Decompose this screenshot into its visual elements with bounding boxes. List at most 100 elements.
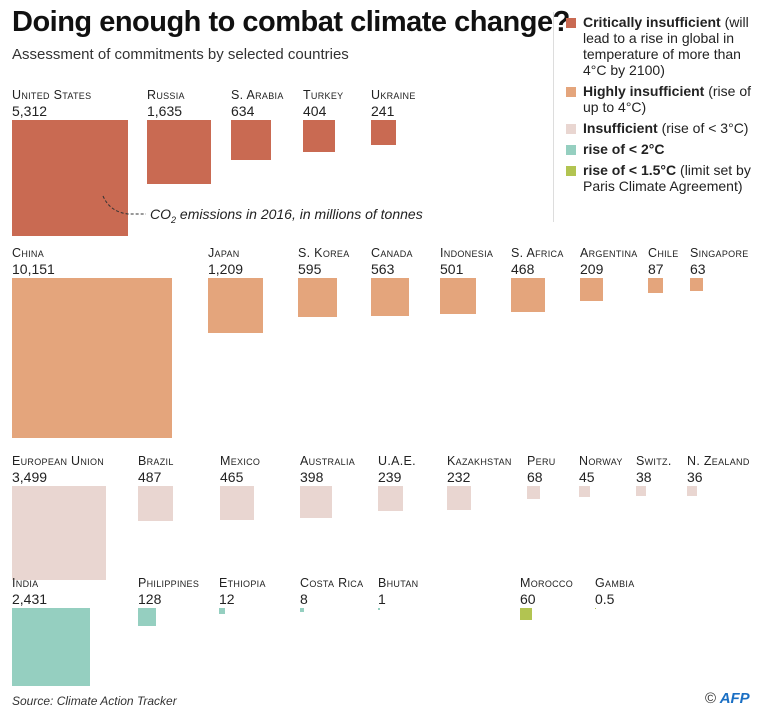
legend-item: Insufficient (rise of < 3°C) xyxy=(566,120,766,136)
country-label: Canada xyxy=(371,246,413,260)
emission-square xyxy=(378,608,380,610)
country-label: Brazil xyxy=(138,454,174,468)
country-value: 398 xyxy=(300,469,324,485)
country-label: Philippines xyxy=(138,576,200,590)
country-value: 10,151 xyxy=(12,261,55,277)
country-label: India xyxy=(12,576,39,590)
country-label: S. Africa xyxy=(511,246,564,260)
country-label: Norway xyxy=(579,454,623,468)
emission-square xyxy=(511,278,546,313)
emission-square xyxy=(208,278,264,334)
emission-square xyxy=(303,120,335,152)
country-value: 0.5 xyxy=(595,591,615,607)
country-label: S. Arabia xyxy=(231,88,284,102)
country-label: European Union xyxy=(12,454,105,468)
country-label: United States xyxy=(12,88,92,102)
country-value: 465 xyxy=(220,469,244,485)
country-value: 128 xyxy=(138,591,162,607)
country-value: 60 xyxy=(520,591,536,607)
country-label: Australia xyxy=(300,454,356,468)
country-value: 595 xyxy=(298,261,322,277)
emission-square xyxy=(371,278,409,316)
country-label: Kazakhstan xyxy=(447,454,512,468)
legend-item: rise of < 2°C xyxy=(566,141,766,157)
annotation-sub: 2 xyxy=(171,214,177,225)
legend-label: rise of < 1.5°C xyxy=(583,162,677,178)
country-value: 241 xyxy=(371,103,395,119)
country-value: 3,499 xyxy=(12,469,48,485)
legend-label: Critically insufficient xyxy=(583,14,721,30)
country-label: Costa Rica xyxy=(300,576,364,590)
country-label: China xyxy=(12,246,45,260)
source-note: Source: Climate Action Tracker xyxy=(12,694,177,708)
country-value: 563 xyxy=(371,261,395,277)
country-label: Bhutan xyxy=(378,576,419,590)
country-value: 239 xyxy=(378,469,402,485)
emission-square xyxy=(12,608,91,687)
legend-description: (rise of < 3°C) xyxy=(661,120,749,136)
country-value: 1 xyxy=(378,591,386,607)
country-value: 68 xyxy=(527,469,543,485)
annotation-note: CO2 emissions in 2016, in millions of to… xyxy=(150,206,423,225)
country-label: Indonesia xyxy=(440,246,494,260)
afp-logo-text: AFP xyxy=(719,690,750,707)
chart-subtitle: Assessment of commitments by selected co… xyxy=(12,46,349,63)
country-value: 209 xyxy=(580,261,604,277)
country-label: Turkey xyxy=(303,88,344,102)
emission-square xyxy=(138,608,156,626)
emission-square xyxy=(440,278,476,314)
emission-square xyxy=(690,278,703,291)
country-value: 5,312 xyxy=(12,103,48,119)
country-value: 404 xyxy=(303,103,327,119)
emission-square xyxy=(371,120,396,145)
legend: Critically insufficient (will lead to a … xyxy=(566,14,766,199)
country-value: 1,209 xyxy=(208,261,244,277)
emission-square xyxy=(219,608,225,614)
legend-label: Insufficient xyxy=(583,120,658,136)
emission-square xyxy=(527,486,541,500)
country-label: U.A.E. xyxy=(378,454,416,468)
country-value: 2,431 xyxy=(12,591,48,607)
country-label: Peru xyxy=(527,454,556,468)
emission-square xyxy=(580,278,603,301)
legend-item: rise of < 1.5°C (limit set by Paris Clim… xyxy=(566,162,766,194)
copyright-symbol: © xyxy=(705,690,717,707)
emission-square xyxy=(231,120,272,161)
emission-square xyxy=(579,486,590,497)
country-label: S. Korea xyxy=(298,246,350,260)
country-label: Argentina xyxy=(580,246,638,260)
annotation-prefix: CO xyxy=(150,206,171,222)
legend-description: (rise of up to 4°C) xyxy=(583,83,752,115)
annotation-leader-line xyxy=(102,195,146,215)
legend-item: Critically insufficient (will lead to a … xyxy=(566,14,766,78)
emission-square xyxy=(378,486,403,511)
country-label: Morocco xyxy=(520,576,574,590)
country-value: 1,635 xyxy=(147,103,183,119)
country-value: 232 xyxy=(447,469,471,485)
emission-square xyxy=(147,120,212,185)
emission-square xyxy=(300,608,305,613)
country-label: Chile xyxy=(648,246,679,260)
legend-divider xyxy=(553,12,554,222)
emission-square xyxy=(595,608,597,610)
country-label: Switz. xyxy=(636,454,672,468)
legend-swatch xyxy=(566,87,576,97)
emission-square xyxy=(12,486,107,581)
emission-square xyxy=(447,486,472,511)
emission-square xyxy=(520,608,533,621)
emission-square xyxy=(12,278,173,439)
country-label: Mexico xyxy=(220,454,261,468)
country-label: Singapore xyxy=(690,246,749,260)
country-label: Ukraine xyxy=(371,88,416,102)
emission-square xyxy=(298,278,337,317)
country-label: N. Zealand xyxy=(687,454,750,468)
legend-item: Highly insufficient (rise of up to 4°C) xyxy=(566,83,766,115)
emission-square xyxy=(687,486,697,496)
country-value: 487 xyxy=(138,469,162,485)
country-value: 36 xyxy=(687,469,703,485)
legend-description: (limit set by Paris Climate Agreement) xyxy=(583,162,751,194)
country-value: 63 xyxy=(690,261,706,277)
country-value: 38 xyxy=(636,469,652,485)
country-value: 45 xyxy=(579,469,595,485)
